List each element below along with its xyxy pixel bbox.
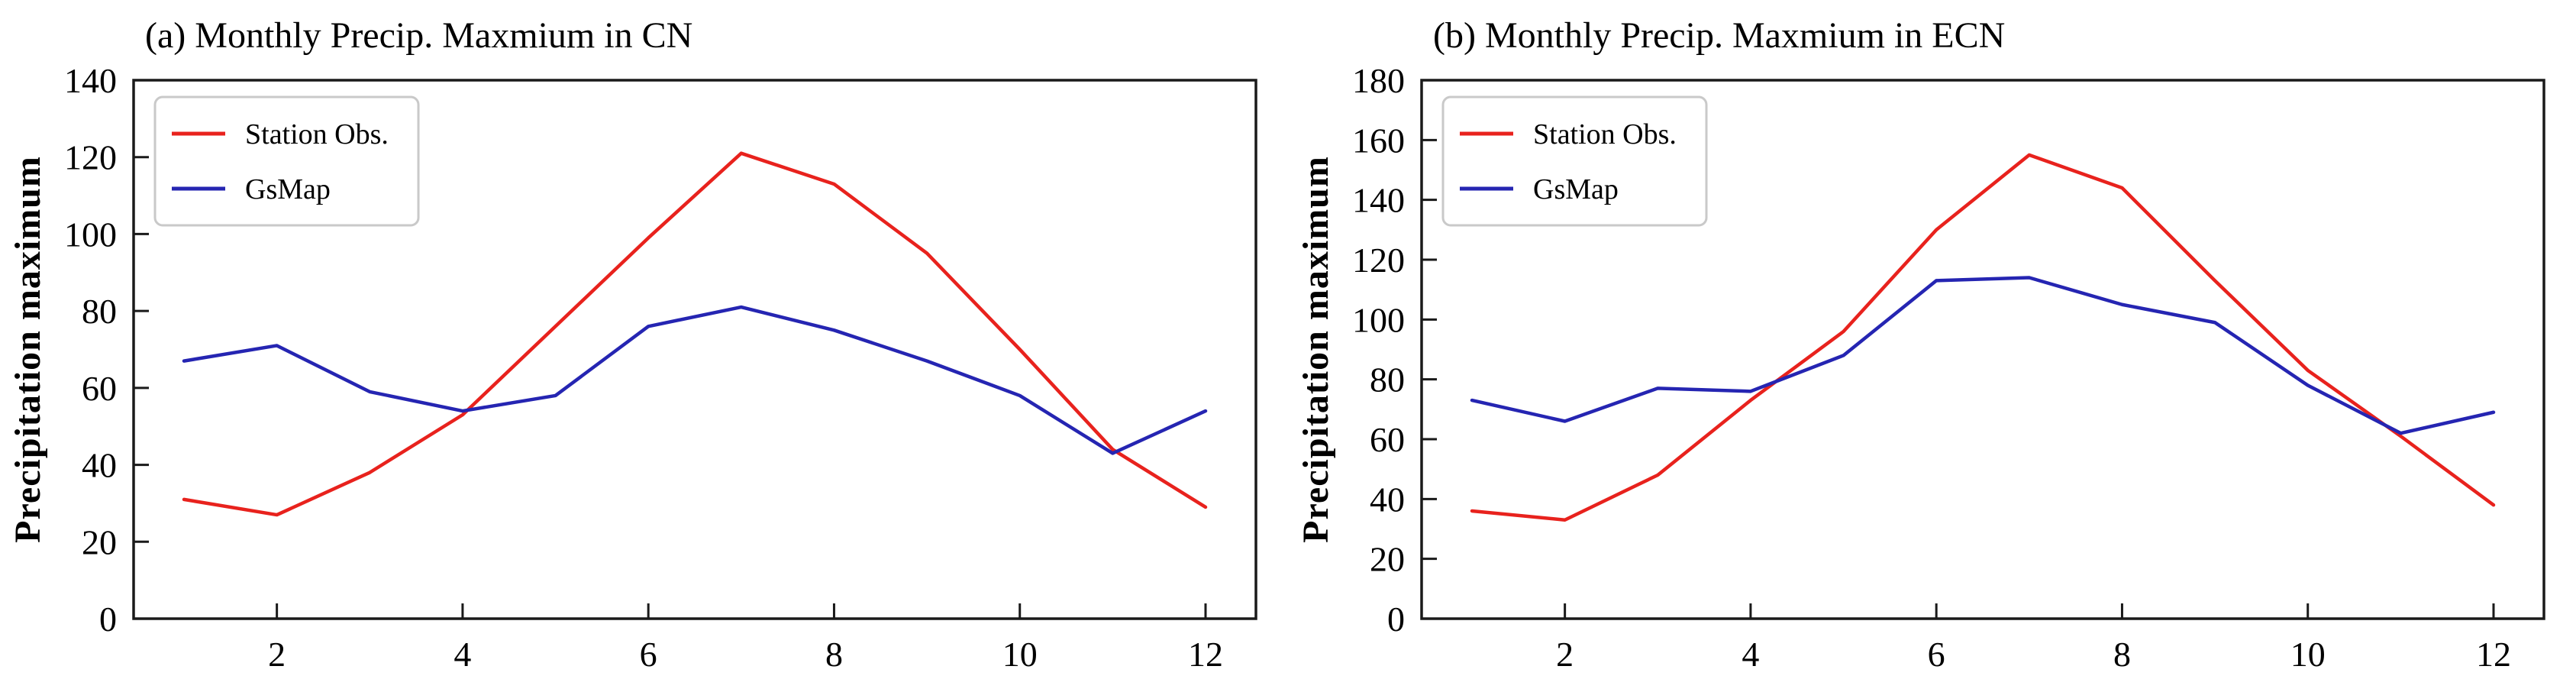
chart-a-svg: 0 20 40 60 80 100 120 140 2 4 6 8 10 12 (a) Monthly Pr… bbox=[8, 15, 1257, 674]
y-tick-label: 160 bbox=[1352, 121, 1405, 160]
y-tick-label: 0 bbox=[99, 600, 117, 639]
legend-entry-label: Station Obs. bbox=[1533, 118, 1677, 150]
series-line-station-obs bbox=[1470, 153, 2496, 522]
y-tick-label: 100 bbox=[1352, 300, 1405, 339]
legend: Station Obs. GsMap bbox=[1441, 95, 1708, 227]
y-tick-label: 60 bbox=[1370, 420, 1405, 459]
legend-entry-label: GsMap bbox=[1533, 173, 1619, 205]
plot-border bbox=[1420, 79, 2545, 620]
y-tick-label: 80 bbox=[82, 292, 117, 331]
y-axis-label: Precipitation maximum bbox=[1296, 156, 1336, 543]
y-tick-label: 140 bbox=[64, 61, 117, 100]
y-tick-label: 0 bbox=[1387, 600, 1405, 639]
y-tick-label: 20 bbox=[1370, 540, 1405, 579]
y-tick-label: 20 bbox=[82, 522, 117, 561]
legend-entry-label: Station Obs. bbox=[245, 118, 389, 150]
y-tick-label: 40 bbox=[82, 446, 117, 485]
x-tick-label: 8 bbox=[825, 635, 843, 674]
plot-border bbox=[132, 79, 1257, 620]
chart-title: (b) Monthly Precip. Maxmium in ECN bbox=[1433, 15, 2005, 56]
x-tick-label: 2 bbox=[268, 635, 286, 674]
x-tick-label: 10 bbox=[2290, 635, 2326, 674]
x-tick-label: 2 bbox=[1556, 635, 1574, 674]
chart-panel-b: 0 20 40 60 80 100 120 140 160 180 2 4 6 8 10 12 (b) Mont… bbox=[1288, 0, 2576, 692]
x-tick-label: 12 bbox=[1188, 635, 1223, 674]
x-tick-label: 12 bbox=[2476, 635, 2511, 674]
x-tick-label: 6 bbox=[640, 635, 657, 674]
legend-box bbox=[153, 95, 420, 227]
y-tick-label: 140 bbox=[1352, 181, 1405, 220]
x-tick-label: 8 bbox=[2113, 635, 2131, 674]
y-tick-label: 180 bbox=[1352, 61, 1405, 100]
x-tick-label: 6 bbox=[1928, 635, 1945, 674]
y-tick-label: 60 bbox=[82, 369, 117, 408]
legend-entry-label: GsMap bbox=[245, 173, 331, 205]
y-tick-label: 40 bbox=[1370, 480, 1405, 519]
x-tick-label: 4 bbox=[454, 635, 471, 674]
x-tick-label: 10 bbox=[1002, 635, 1038, 674]
chart-b-svg: 0 20 40 60 80 100 120 140 160 180 2 4 6 8 10 12 (b) Mont… bbox=[1296, 15, 2545, 674]
y-tick-label: 120 bbox=[1352, 241, 1405, 280]
y-tick-label: 80 bbox=[1370, 361, 1405, 399]
chart-panel-a: 0 20 40 60 80 100 120 140 2 4 6 8 10 12 (a) Monthly Pr… bbox=[8, 15, 1257, 674]
series-line-gsmap bbox=[182, 305, 1208, 455]
y-tick-label: 120 bbox=[64, 138, 117, 177]
legend-box bbox=[1441, 95, 1708, 227]
legend: Station Obs. GsMap bbox=[153, 95, 420, 227]
series-line-gsmap bbox=[1470, 276, 2496, 435]
x-tick-label: 4 bbox=[1742, 635, 1759, 674]
series-line-station-obs bbox=[182, 151, 1208, 517]
y-axis-label: Precipitation maximum bbox=[8, 156, 48, 543]
y-tick-label: 100 bbox=[64, 215, 117, 254]
chart-title: (a) Monthly Precip. Maxmium in CN bbox=[145, 15, 692, 56]
